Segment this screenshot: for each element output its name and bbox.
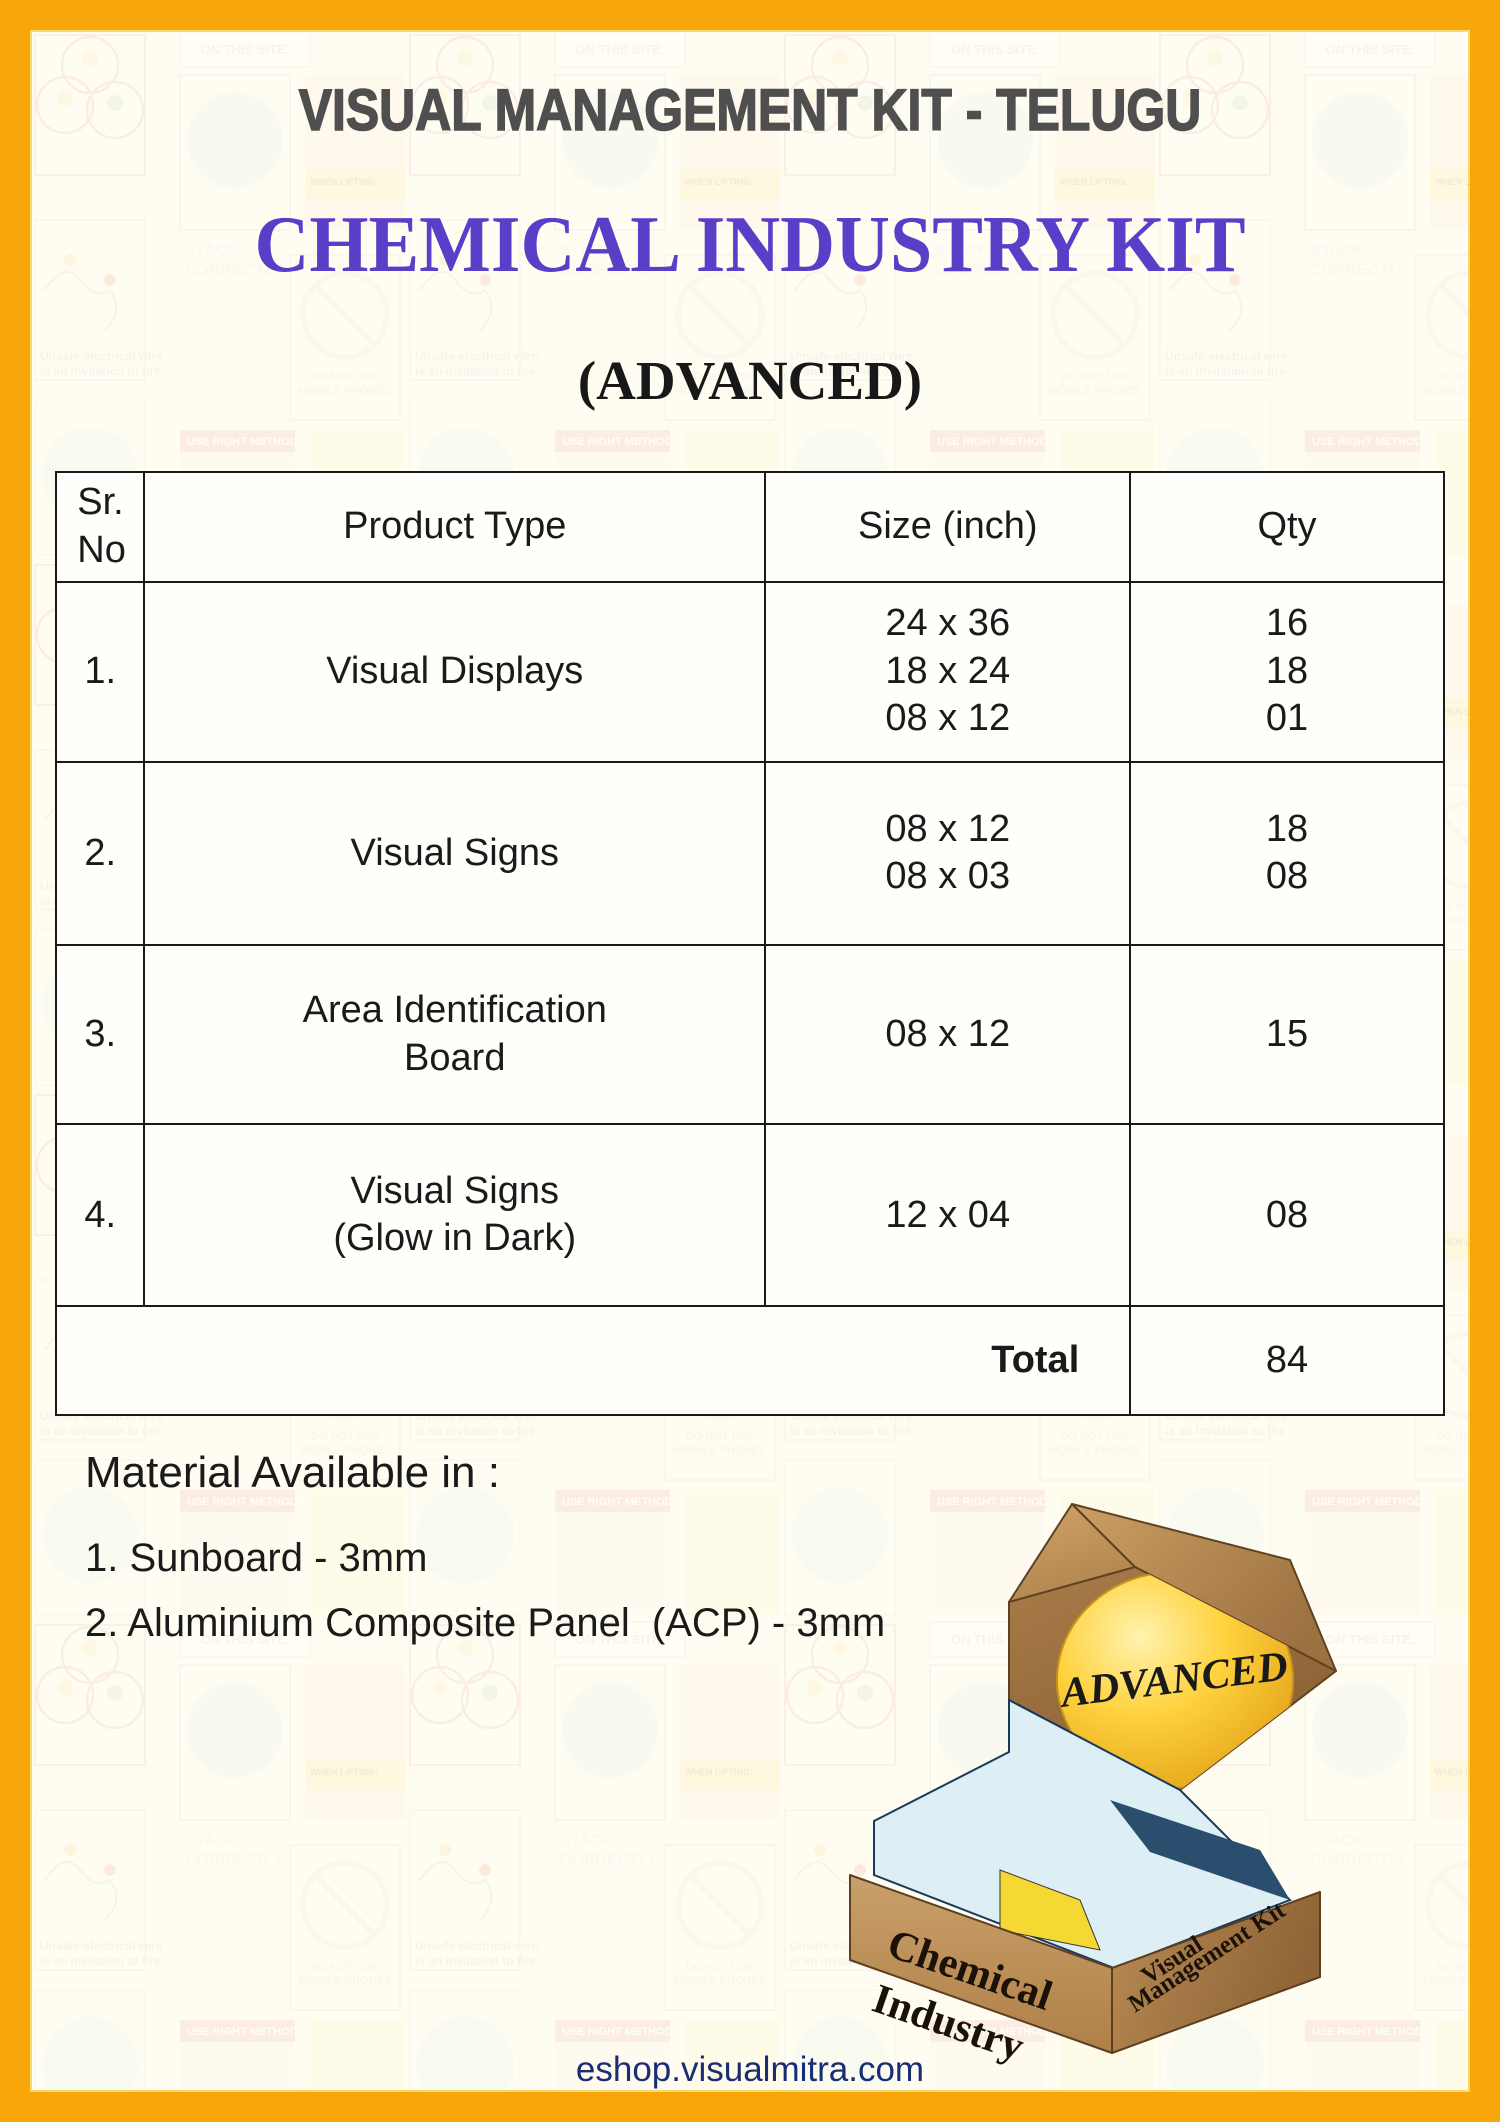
svg-text:Management Kit: Management Kit (1124, 1896, 1291, 2018)
svg-text:ADVANCED: ADVANCED (1055, 1643, 1290, 1717)
svg-text:Visual: Visual (1137, 1931, 1208, 1990)
svg-text:Chemical: Chemical (882, 1921, 1058, 2020)
